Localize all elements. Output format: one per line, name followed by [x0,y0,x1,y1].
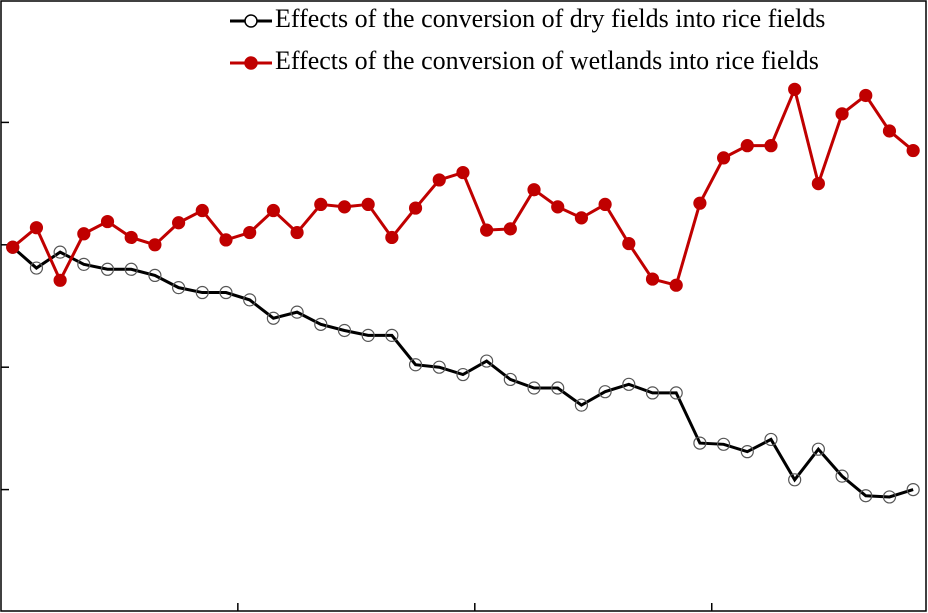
data-point [859,88,873,103]
data-point [195,203,209,218]
data-point [527,381,541,395]
data-point [480,223,494,237]
data-point [243,225,257,240]
data-point [574,398,589,412]
data-point [456,367,470,382]
data-point [811,442,825,456]
data-point [100,262,115,276]
data-point [266,203,280,218]
data-point [574,211,589,225]
data-point [645,272,660,286]
data-point [53,245,67,259]
legend-marker [244,14,258,28]
data-point [337,323,352,338]
data-point [456,165,470,180]
data-point [290,305,304,319]
data-point [148,268,162,282]
data-point [77,227,91,241]
data-point [124,230,138,245]
data-point [764,139,778,153]
legend-marker [244,56,258,70]
data-point [835,469,849,483]
data-point [53,273,67,287]
data-point [361,328,375,342]
data-point [598,385,612,399]
data-point [29,221,44,235]
data-point [740,139,754,153]
data-point [77,257,91,271]
data-point [882,124,897,138]
data-point [622,236,636,251]
data-point [385,230,399,245]
data-point [432,173,446,187]
data-point [503,372,517,387]
data-point [764,432,778,447]
data-point [669,278,683,292]
data-point [859,489,873,503]
data-point [266,311,280,325]
data-point [693,196,707,210]
data-point [408,358,423,372]
data-point [503,222,517,236]
data-point [361,197,375,212]
legend-label: Effects of the conversion of dry fields … [275,4,825,33]
data-point [219,285,233,300]
data-point [480,354,494,368]
data-point [551,200,565,214]
data-point [906,483,920,497]
data-point [432,360,446,374]
series-line [11,84,915,288]
data-point [29,261,44,275]
data-point [337,200,352,214]
data-point [788,473,802,487]
data-point [551,381,565,395]
data-point [716,151,731,165]
data-point [243,293,257,307]
data-point [148,238,162,252]
data-point [195,285,209,300]
data-point [740,445,754,459]
data-point [385,328,399,342]
data-point [124,262,138,276]
data-point [527,183,541,197]
data-point [290,225,304,240]
data-point [598,197,612,212]
legend-label: Effects of the conversion of wetlands in… [275,46,819,75]
data-point [716,437,731,451]
data-point [669,386,683,400]
data-point [100,214,115,229]
data-point [835,107,849,121]
data-point [693,436,707,450]
data-point [622,377,636,391]
data-point [314,197,328,212]
data-point [172,216,186,230]
data-point [906,143,920,158]
data-point [219,233,233,247]
series-line [11,246,914,499]
data-point [645,386,660,400]
data-point [788,82,802,96]
data-point [882,490,897,504]
data-point [314,317,328,331]
data-point [6,240,20,254]
data-point [172,281,186,295]
data-point [408,201,423,215]
data-point [811,177,825,191]
